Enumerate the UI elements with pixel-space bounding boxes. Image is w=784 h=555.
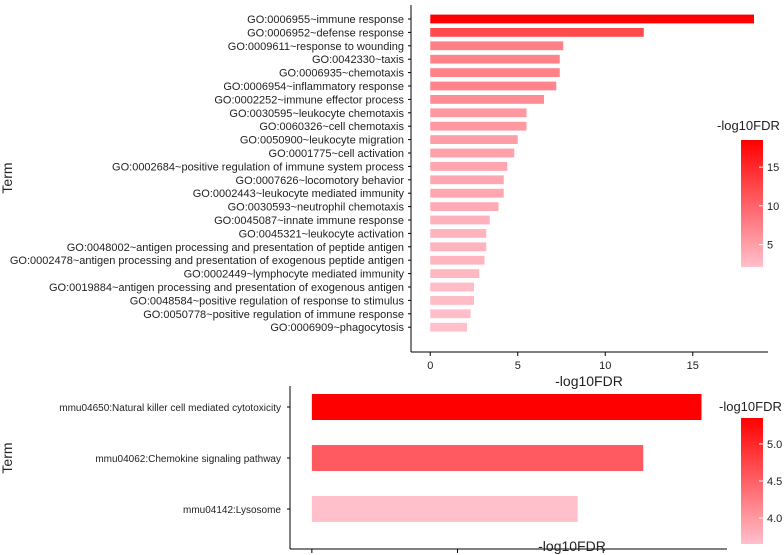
go-category-label: GO:0002684~positive regulation of immune… xyxy=(112,161,404,173)
go-category-label: GO:0048584~positive regulation of respon… xyxy=(130,295,405,307)
kegg-bar xyxy=(311,445,644,471)
go-bar xyxy=(430,188,504,198)
go-category-label: GO:0045321~leukocyte activation xyxy=(239,228,404,240)
go-x-axis-title: -log10FDR xyxy=(555,373,623,389)
go-bar xyxy=(430,135,518,144)
go-y-axis-title: Term xyxy=(0,162,15,193)
go-bar xyxy=(430,269,480,278)
kegg-legend-ticks: 4.0 4.5 5.0 xyxy=(759,439,782,525)
go-x-tick-label: 0 xyxy=(427,360,433,372)
go-category-label: GO:0060326~cell chemotaxis xyxy=(259,121,404,133)
kegg-category-label: mmu04650:Natural killer cell mediated cy… xyxy=(59,403,281,414)
go-bar xyxy=(430,229,487,238)
kegg-bar xyxy=(311,394,702,420)
go-x-ticks: 0 5 10 15 xyxy=(427,352,699,372)
go-category-label: GO:0006955~immune response xyxy=(247,14,404,26)
go-color-legend: -log10FDR 5 10 15 xyxy=(717,118,780,267)
kegg-legend-tick-label: 4.0 xyxy=(767,513,782,525)
go-bar xyxy=(430,81,557,91)
go-category-label: GO:0006954~inflammatory response xyxy=(223,81,404,93)
go-category-label: GO:0007626~locomotory behavior xyxy=(236,175,405,187)
go-bar xyxy=(430,121,527,131)
kegg-y-axis-title: Term xyxy=(0,442,15,473)
kegg-pathway-chart: mmu04650:Natural killer cell mediated cy… xyxy=(0,386,782,554)
go-term-chart: GO:0006955~immune responseGO:0006952~def… xyxy=(0,5,780,389)
go-category-label: GO:0002449~lymphocyte mediated immunity xyxy=(184,269,405,281)
go-category-label: GO:0006909~phagocytosis xyxy=(270,322,404,334)
go-category-label: GO:0019884~antigen processing and presen… xyxy=(49,282,404,294)
kegg-x-ticks: 024 xyxy=(311,549,604,553)
go-category-label: GO:0030593~neutrophil chemotaxis xyxy=(228,202,405,214)
go-category-label: GO:0048002~antigen processing and presen… xyxy=(67,242,404,254)
kegg-category-label: mmu04142:Lysosome xyxy=(183,505,281,516)
go-category-label: GO:0002252~immune effector process xyxy=(214,94,404,106)
kegg-pathway-bars xyxy=(311,394,702,522)
go-bar xyxy=(430,54,560,64)
kegg-legend-colorbar xyxy=(741,418,763,544)
kegg-bar xyxy=(311,496,578,522)
go-x-tick-label: 15 xyxy=(687,360,699,372)
go-category-label: GO:0001775~cell activation xyxy=(269,148,404,160)
go-legend-tick-label: 15 xyxy=(767,162,779,174)
go-legend-tick-label: 10 xyxy=(767,201,779,213)
go-bar xyxy=(430,322,467,332)
go-category-label: GO:0002478~antigen processing and presen… xyxy=(10,255,404,267)
go-category-label: GO:0030595~leukocyte chemotaxis xyxy=(229,108,404,120)
go-category-label: GO:0006952~defense response xyxy=(247,27,404,39)
go-bar xyxy=(430,14,754,24)
go-category-label: GO:0002443~leukocyte mediated immunity xyxy=(193,188,405,200)
go-bar xyxy=(430,282,474,292)
go-category-label: GO:0006935~chemotaxis xyxy=(279,68,405,80)
go-bar xyxy=(430,296,474,305)
go-bar xyxy=(430,202,499,211)
kegg-pathway-labels: mmu04650:Natural killer cell mediated cy… xyxy=(59,403,290,516)
kegg-category-label: mmu04062:Chemokine signaling pathway xyxy=(95,454,281,465)
go-category-label: GO:0050778~positive regulation of immune… xyxy=(143,309,404,321)
go-bar xyxy=(430,28,644,37)
go-bar xyxy=(430,255,485,265)
kegg-legend-title: -log10FDR xyxy=(719,399,782,414)
go-bar xyxy=(430,95,544,104)
go-bar xyxy=(430,68,560,77)
go-x-tick-label: 5 xyxy=(515,360,521,372)
go-term-bars xyxy=(430,14,754,332)
go-bar xyxy=(430,162,508,171)
go-category-label: GO:0045087~innate immune response xyxy=(214,215,404,227)
go-bar xyxy=(430,108,527,118)
go-bar xyxy=(430,215,490,225)
go-legend-title: -log10FDR xyxy=(717,118,780,133)
kegg-legend-tick-label: 5.0 xyxy=(767,439,782,451)
go-x-tick-label: 10 xyxy=(599,360,611,372)
go-category-label: GO:0042330~taxis xyxy=(312,54,405,66)
go-category-label: GO:0009611~response to wounding xyxy=(228,41,404,53)
go-category-label: GO:0050900~leukocyte migration xyxy=(240,135,404,147)
go-bar xyxy=(430,242,487,252)
go-bar xyxy=(430,41,564,51)
go-legend-colorbar xyxy=(741,140,763,267)
go-legend-ticks: 5 10 15 xyxy=(759,162,779,252)
go-legend-tick-label: 5 xyxy=(767,240,773,252)
go-term-labels: GO:0006955~immune responseGO:0006952~def… xyxy=(10,14,411,334)
kegg-x-axis-title: -log10FDR xyxy=(538,538,606,554)
kegg-legend-tick-label: 4.5 xyxy=(767,476,782,488)
kegg-color-legend: -log10FDR 4.0 4.5 5.0 xyxy=(719,399,782,544)
go-bar xyxy=(430,309,471,319)
go-bar xyxy=(430,175,504,185)
go-bar xyxy=(430,148,515,158)
